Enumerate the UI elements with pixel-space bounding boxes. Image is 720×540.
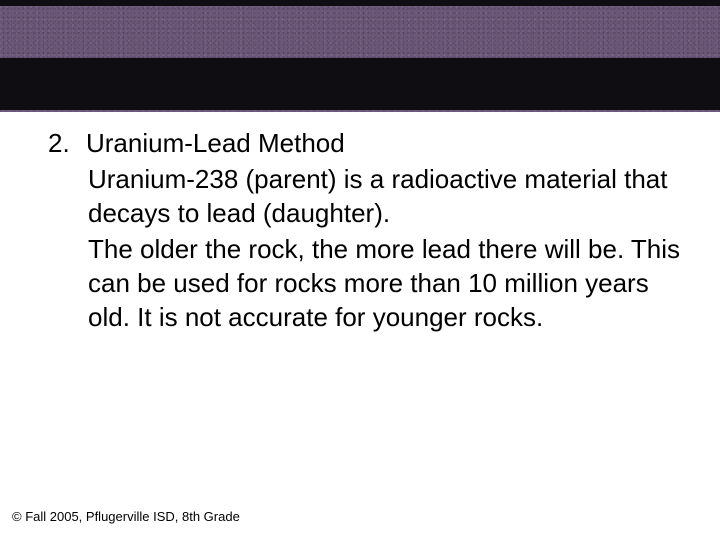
list-item-heading: 2.Uranium-Lead Method bbox=[48, 126, 684, 160]
list-body-para2: The older the rock, the more lead there … bbox=[48, 232, 684, 334]
list-title: Uranium-Lead Method bbox=[86, 128, 345, 158]
header-dark-bar-mid bbox=[0, 58, 720, 106]
list-body-para1: Uranium-238 (parent) is a radioactive ma… bbox=[48, 162, 684, 230]
slide-content: 2.Uranium-Lead Method Uranium-238 (paren… bbox=[48, 126, 684, 334]
copyright-footer: © Fall 2005, Pflugerville ISD, 8th Grade bbox=[12, 509, 240, 524]
header-dark-bar-top bbox=[0, 0, 720, 6]
header-underline bbox=[0, 106, 720, 110]
list-number: 2. bbox=[48, 126, 86, 160]
header-band bbox=[0, 0, 720, 112]
